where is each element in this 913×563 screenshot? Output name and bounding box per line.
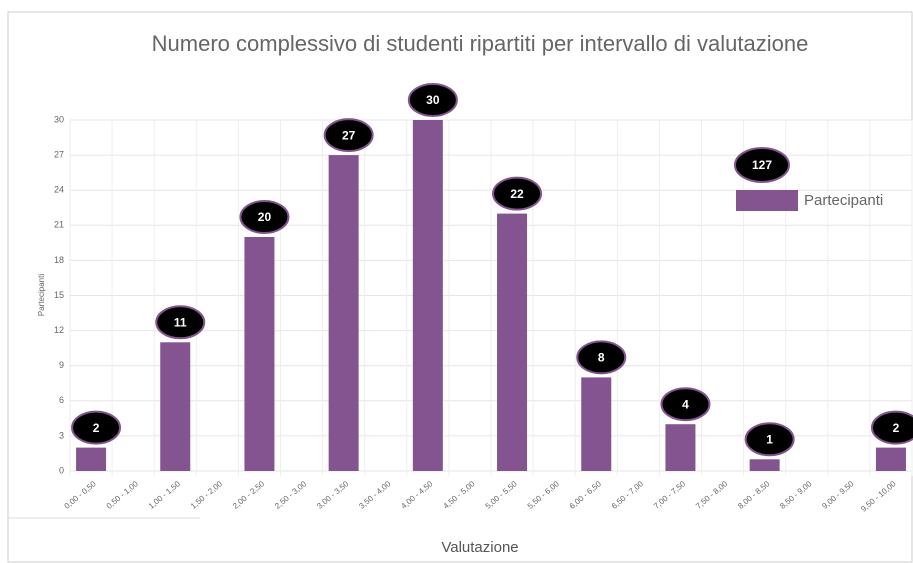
- x-tick-label: 0,00 - 0,50: [63, 479, 99, 511]
- frame: [7, 11, 913, 563]
- x-tick-label: 5,50 - 6,00: [526, 479, 562, 511]
- legend-swatch: [736, 190, 798, 211]
- x-tick-label: 7,50 - 8,00: [694, 479, 730, 511]
- x-tick-label: 8,00 - 8,50: [736, 479, 772, 511]
- data-label: 2: [93, 421, 100, 435]
- legend-label: Partecipanti: [804, 192, 883, 209]
- x-tick-label: 6,00 - 6,50: [568, 479, 604, 511]
- bar: [244, 237, 275, 471]
- data-label-bubble: [744, 422, 795, 457]
- data-label: 2: [893, 421, 900, 435]
- bar: [160, 342, 191, 471]
- x-tick-label: 1,00 - 1,50: [147, 479, 183, 511]
- x-axis-label: Valutazione: [441, 539, 518, 556]
- x-tick-label: 8,50 - 9,00: [778, 479, 814, 511]
- data-label: 20: [258, 210, 272, 224]
- x-tick-label: 2,50 - 3,00: [273, 479, 309, 511]
- x-tick-label: 6,50 - 7,00: [610, 479, 646, 511]
- data-label-bubble: [71, 410, 122, 445]
- annotation: 127: [752, 158, 772, 172]
- bar: [328, 155, 359, 471]
- bar: [581, 377, 612, 471]
- data-label: 30: [426, 93, 440, 107]
- y-tick-label: 3: [59, 430, 64, 440]
- x-tick-label: 3,00 - 3,50: [315, 479, 351, 511]
- x-tick-label: 2,00 - 2,50: [231, 479, 267, 511]
- y-tick-label: 30: [54, 114, 64, 124]
- data-label: 4: [682, 397, 689, 411]
- y-tick-label: 27: [54, 149, 64, 159]
- data-label: 8: [598, 351, 605, 365]
- bar: [875, 447, 906, 471]
- data-label: 27: [342, 128, 356, 142]
- y-axis-label: Partecipanti: [37, 274, 46, 316]
- data-label-bubble: [323, 118, 374, 153]
- y-tick-label: 24: [54, 185, 64, 195]
- x-tick-label: 1,50 - 2,00: [189, 479, 225, 511]
- x-tick-label: 0,50 - 1,00: [105, 479, 141, 511]
- bar: [749, 459, 780, 471]
- y-tick-label: 0: [59, 465, 64, 475]
- x-tick-label: 4,50 - 5,00: [442, 479, 478, 511]
- bar: [497, 213, 528, 471]
- y-tick-label: 6: [59, 395, 64, 405]
- x-tick-label: 9,00 - 9,50: [820, 479, 856, 511]
- data-label-bubble: [155, 305, 206, 340]
- chart-title: Numero complessivo di studenti ripartiti…: [152, 31, 809, 56]
- x-tick-label: 4,00 - 4,50: [399, 479, 435, 511]
- y-tick-label: 12: [54, 325, 64, 335]
- x-tick-label: 7,00 - 7,50: [652, 479, 688, 511]
- data-label: 11: [174, 315, 187, 329]
- y-tick-label: 15: [54, 290, 64, 300]
- x-tick-label: 5,00 - 5,50: [484, 479, 520, 511]
- data-label-bubble: [660, 387, 711, 422]
- y-tick-label: 9: [59, 360, 64, 370]
- bar: [412, 120, 443, 471]
- bar: [665, 424, 696, 471]
- data-label: 1: [766, 432, 773, 446]
- bar: [76, 447, 107, 471]
- data-label-bubble: [492, 176, 543, 211]
- data-label-bubble: [239, 200, 290, 234]
- data-label-bubble: [576, 340, 627, 375]
- y-tick-label: 18: [54, 255, 64, 265]
- data-label-bubble: [870, 410, 913, 445]
- x-tick-label: 3,50 - 4,00: [357, 479, 393, 511]
- data-label: 22: [510, 187, 524, 201]
- annotation-bubble: [734, 147, 790, 183]
- data-label-bubble: [407, 83, 458, 117]
- x-tick-label: 9,50 - 10,00: [859, 479, 898, 514]
- y-tick-label: 21: [54, 220, 64, 230]
